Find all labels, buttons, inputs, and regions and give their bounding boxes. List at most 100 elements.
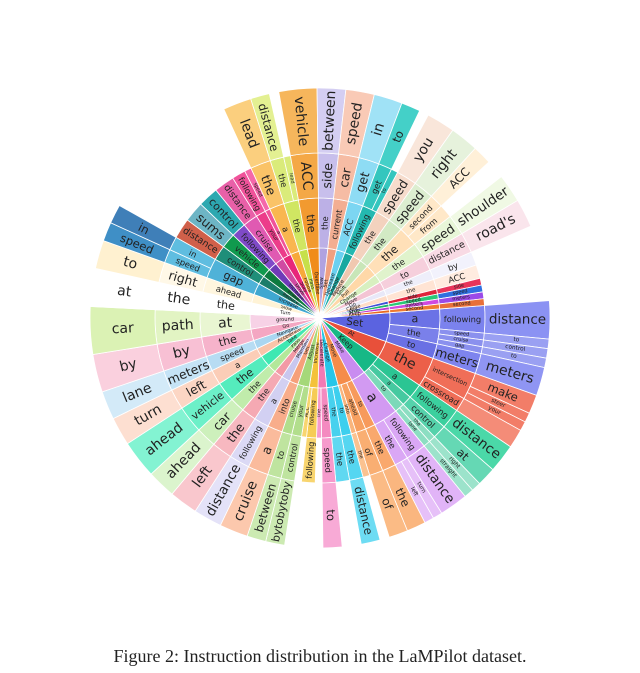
- sunburst-label: to: [513, 337, 520, 344]
- sunburst-label: ACC: [304, 406, 311, 418]
- sunburst-label: to: [406, 338, 417, 350]
- sunburst-label: a: [412, 312, 419, 325]
- sunburst-label: in: [187, 247, 198, 259]
- sunburst-label: side: [453, 283, 464, 291]
- sunburst-label: by: [446, 260, 459, 273]
- sunburst-label: ahead: [347, 398, 359, 417]
- sunburst-label: Move: [327, 343, 338, 358]
- sunburst-segment-level-3: [438, 298, 485, 310]
- sunburst-label: a: [385, 380, 392, 387]
- sunburst-label: the: [276, 173, 289, 189]
- sunburst-label: to: [510, 353, 517, 360]
- sunburst-label: meters: [405, 301, 424, 309]
- sunburst-label: following: [309, 400, 317, 426]
- sunburst-label: of: [363, 446, 376, 458]
- sunburst-label: speed: [452, 288, 468, 297]
- sunburst-label: turn: [415, 481, 426, 495]
- sunburst-label: Pass: [307, 278, 316, 291]
- sunburst-label: Move: [344, 296, 359, 307]
- sunburst-label: your: [267, 228, 279, 243]
- sunburst-label: Keep: [348, 311, 361, 318]
- figure-caption: Figure 2: Instruction distribution in th…: [113, 646, 527, 666]
- sunburst-label: lead: [287, 173, 295, 185]
- sunburst-label: into: [342, 404, 350, 415]
- sunburst-label: Go: [282, 323, 290, 330]
- sunburst-label: Set: [346, 316, 364, 330]
- sunburst-label: cruise: [288, 400, 299, 418]
- sunburst-label: car: [336, 166, 354, 189]
- sunburst-label: ACC: [297, 161, 316, 192]
- sunburst-label: second: [405, 305, 423, 313]
- sunburst-label: Slow: [280, 304, 293, 313]
- sunburst-label: between: [320, 90, 339, 151]
- sunburst-label: the: [345, 449, 358, 465]
- sunburst-label: Overtake: [313, 271, 321, 294]
- sunburst-label: Decelerate: [318, 339, 325, 367]
- sunburst-label: at: [116, 283, 133, 301]
- sunburst-label: Follow: [302, 277, 313, 294]
- sunburst-label: in: [369, 121, 388, 138]
- sunburst-label: the: [403, 279, 414, 288]
- sunburst-label: the: [334, 452, 346, 467]
- sunburst-label: cruise: [453, 336, 469, 344]
- sunburst-label: Get: [302, 345, 311, 356]
- sunburst-label: control: [505, 344, 526, 353]
- sunburst-label: Come: [346, 303, 362, 313]
- sunburst-label: Go: [348, 301, 357, 309]
- sunburst-label: the: [319, 216, 330, 230]
- sunburst-segment-level-4: [321, 481, 343, 549]
- sunburst-label: Set: [349, 306, 358, 314]
- sunburst-label: speed: [322, 447, 333, 473]
- sunburst-label: side: [319, 162, 335, 189]
- sunburst-label: the: [330, 407, 337, 417]
- sunburst-label: the: [217, 332, 238, 349]
- sunburst-label: the: [412, 418, 422, 428]
- sunburst-label: meters: [452, 294, 471, 302]
- sunburst-label: Halt: [349, 309, 360, 316]
- sunburst-label: Change: [322, 342, 331, 362]
- sunburst-label: to: [389, 128, 406, 144]
- sunburst-label: by: [171, 342, 192, 362]
- sunburst-label: ACC: [447, 271, 467, 285]
- sunburst-label: vehicle: [291, 96, 312, 147]
- sunburst-label: speed: [343, 101, 366, 145]
- sunburst-label: Pull: [340, 289, 351, 299]
- sunburst-label: speed: [454, 330, 470, 338]
- sunburst-label: At: [347, 329, 357, 338]
- sunburst-label: gap: [455, 342, 465, 350]
- sunburst-label: side: [407, 293, 418, 301]
- sunburst-label: get: [352, 170, 372, 194]
- sunburst-label: second: [453, 300, 471, 308]
- sunburst-label: the: [303, 214, 318, 234]
- sunburst-label: by: [118, 356, 139, 376]
- sunburst-label: speed: [405, 297, 421, 306]
- sunburst-label: the: [216, 298, 236, 313]
- sunburst-label: the: [356, 450, 364, 460]
- sunburst-label: the: [166, 290, 191, 309]
- sunburst-label: left: [409, 486, 419, 498]
- sunburst-label: to: [399, 268, 411, 281]
- sunburst-label: the: [406, 287, 417, 295]
- sunburst-label: your: [487, 405, 502, 417]
- sunburst-label: a: [280, 225, 291, 233]
- sunburst-label: following: [304, 441, 317, 479]
- sunburst-label: Adjust: [307, 344, 317, 361]
- sunburst-label: Increase: [313, 342, 321, 364]
- sunburst-label: following: [444, 314, 481, 324]
- sunburst-label: the: [406, 327, 421, 339]
- sunburst-label: a: [390, 371, 400, 382]
- sunburst-label: the: [316, 409, 322, 417]
- sunburst-label: Turn: [279, 310, 291, 317]
- sunburst-label: Stop: [348, 308, 360, 316]
- sunburst-label: at: [218, 315, 233, 332]
- sunburst-label: Slow: [318, 277, 325, 289]
- sunburst-label: to: [121, 254, 139, 273]
- sunburst-label: to: [337, 407, 344, 414]
- sunburst-label: Set: [322, 279, 329, 288]
- sunburst-label: to: [381, 187, 389, 194]
- sunburst-label: Shift: [336, 284, 348, 297]
- sunburst-label: a: [268, 396, 279, 405]
- sunburst-label: a: [275, 230, 282, 235]
- sunburst-label: speed: [322, 404, 329, 422]
